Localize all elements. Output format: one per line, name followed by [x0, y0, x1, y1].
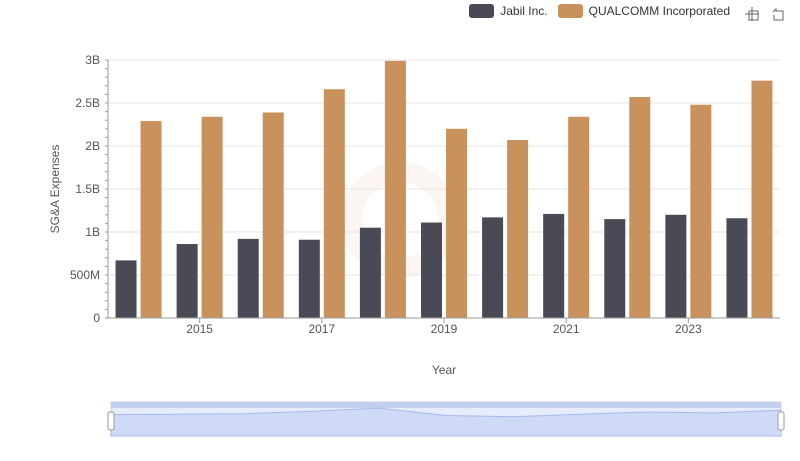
y-tick-label: 500M	[70, 268, 100, 282]
bar-jabil-2024	[726, 218, 748, 318]
y-tick-label: 2.5B	[75, 96, 100, 110]
zoom-slider[interactable]	[107, 401, 785, 437]
bar-qualcomm-2020	[507, 139, 529, 318]
y-tick-label: 1.5B	[75, 182, 100, 196]
bar-qualcomm-2023	[690, 104, 712, 318]
bar-qualcomm-2019	[446, 128, 467, 318]
legend-item-1[interactable]: QUALCOMM Incorporated	[557, 4, 730, 18]
slider-top-bar	[111, 402, 781, 408]
slider-handle-right[interactable]	[777, 411, 785, 431]
legend-swatch	[469, 4, 495, 18]
bar-jabil-2020	[482, 217, 504, 318]
y-tick-label: 3B	[85, 53, 100, 67]
bar-qualcomm-2024	[751, 80, 773, 318]
bar-jabil-2023	[665, 214, 687, 318]
x-tick-label: 2017	[308, 322, 335, 336]
bar-qualcomm-2014	[140, 121, 162, 318]
bars	[115, 60, 773, 319]
bar-jabil-2018	[359, 227, 381, 318]
legend-label: QUALCOMM Incorporated	[588, 4, 730, 18]
bar-qualcomm-2016	[262, 112, 284, 319]
axes: 0 500M 1B 1.5B 2B 2.5B 3B 2015 2017 2019 2021 2023 Y…	[48, 53, 780, 377]
x-axis-title: Year	[432, 363, 456, 377]
y-tick-label: 0	[93, 311, 100, 325]
bar-jabil-2019	[421, 222, 442, 318]
zoom-reset-icon[interactable]	[770, 6, 786, 22]
bar-jabil-2021	[543, 213, 565, 318]
bar-jabil-2017	[298, 239, 320, 318]
bar-qualcomm-2018	[384, 60, 406, 319]
x-tick-label: 2019	[431, 322, 458, 336]
legend-item-0[interactable]: Jabil Inc.	[469, 4, 548, 18]
y-tick-label: 2B	[85, 139, 100, 153]
slider-preview-area	[110, 407, 782, 437]
legend: Jabil Inc. QUALCOMM Incorporated	[469, 4, 730, 18]
bar-jabil-2015	[176, 244, 198, 318]
slider-handle-left[interactable]	[107, 411, 115, 431]
bar-qualcomm-2015	[201, 116, 223, 318]
zoom-select-icon[interactable]	[744, 6, 760, 22]
x-tick-label: 2023	[675, 322, 702, 336]
bar-jabil-2016	[237, 238, 259, 318]
x-tick-label: 2015	[186, 322, 213, 336]
y-axis-title: SG&A Expenses	[48, 145, 62, 234]
bar-jabil-2014	[115, 260, 137, 318]
bar-qualcomm-2021	[568, 116, 590, 318]
x-tick-label: 2021	[553, 322, 580, 336]
bar-qualcomm-2017	[323, 89, 345, 319]
bar-qualcomm-2022	[629, 96, 651, 318]
legend-label: Jabil Inc.	[500, 4, 548, 18]
legend-swatch	[557, 4, 583, 18]
y-tick-label: 1B	[85, 225, 100, 239]
bar-jabil-2022	[604, 219, 626, 318]
chart-toolbar	[744, 6, 786, 22]
